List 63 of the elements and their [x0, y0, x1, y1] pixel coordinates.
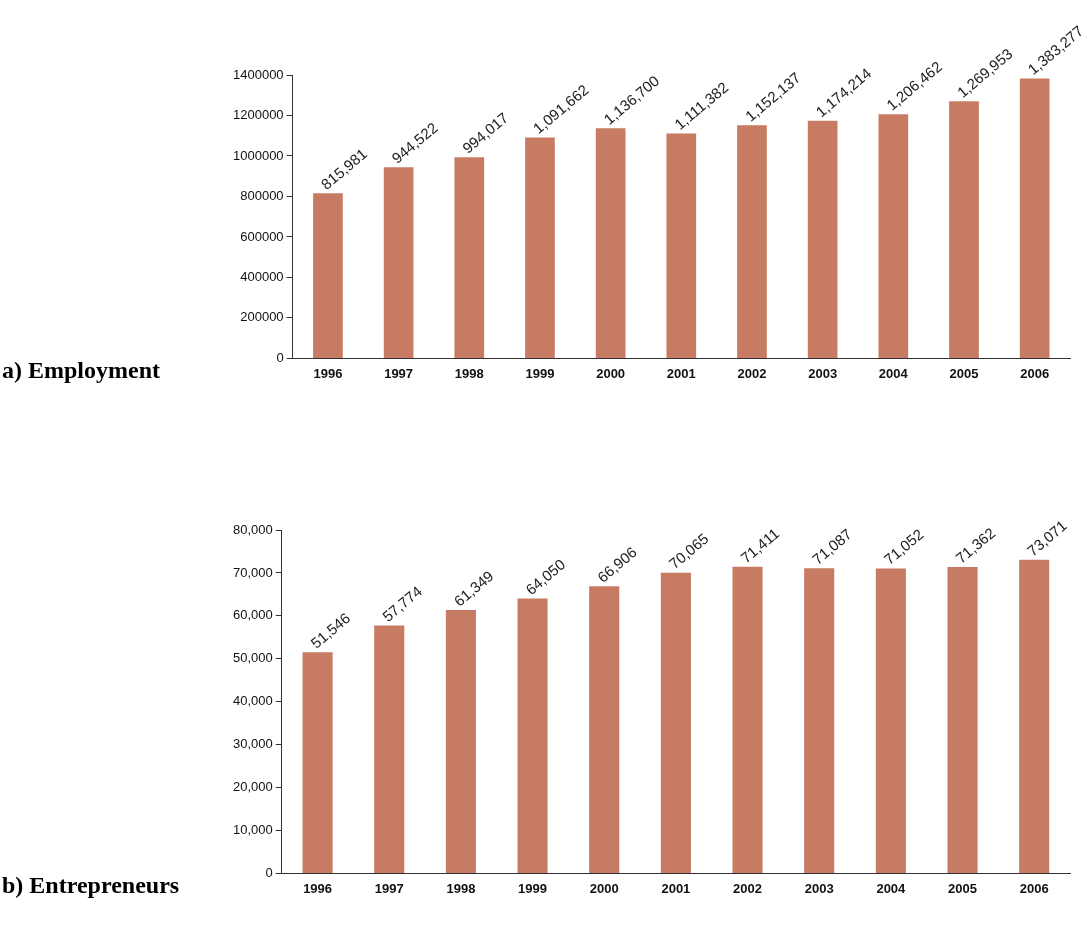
bar: [807, 120, 838, 358]
bar: [804, 568, 835, 873]
y-tick-label: 800000: [240, 188, 284, 204]
x-tick-label: 1999: [525, 365, 555, 381]
text: b) Entrepreneurs: [2, 872, 180, 899]
y-tick-label: 1400000: [232, 66, 284, 82]
y-tick-label: 1200000: [232, 107, 284, 123]
bar: [875, 568, 906, 873]
x-tick-label: 2003: [804, 880, 834, 896]
y-tick-label: 60,000: [233, 607, 273, 623]
x-tick-label: 1999: [518, 880, 548, 896]
x-tick-label: 1996: [313, 365, 343, 381]
x-tick-label: 2005: [948, 880, 977, 896]
x-tick-label: 2000: [589, 880, 619, 896]
y-tick-label: 400000: [240, 269, 284, 285]
x-tick-label: 1998: [454, 365, 484, 381]
bar: [660, 572, 691, 873]
x-tick-label: 2006: [1020, 365, 1050, 381]
bar: [383, 167, 414, 358]
bar: [1019, 559, 1050, 873]
x-tick-label: 2001: [666, 365, 696, 381]
bar: [737, 125, 767, 358]
bar: [525, 137, 555, 358]
bar: [1019, 78, 1050, 358]
x-tick-label: 2000: [596, 365, 626, 381]
x-tick-label: 2004: [876, 880, 907, 896]
bar: [595, 128, 626, 358]
y-tick-label: 50,000: [233, 650, 273, 666]
y-tick-label: 70,000: [233, 564, 273, 580]
x-tick-label: 2003: [808, 365, 838, 381]
y-tick-label: 1000000: [232, 147, 284, 163]
y-tick-label: 0: [265, 864, 273, 880]
bar: [313, 193, 343, 358]
bar: [374, 625, 405, 873]
x-tick-label: 2002: [733, 880, 762, 896]
x-tick-label: 1996: [303, 880, 333, 896]
y-tick-label: 80,000: [233, 521, 273, 537]
y-tick-label: 10,000: [233, 822, 273, 838]
bar: [445, 610, 476, 873]
y-tick-label: 0: [276, 349, 284, 365]
x-tick-label: 2006: [1019, 880, 1049, 896]
y-tick-label: 40,000: [233, 693, 273, 709]
bar: [732, 566, 763, 873]
bar: [517, 598, 548, 873]
bar: [878, 114, 909, 358]
x-tick-label: 1997: [384, 365, 414, 381]
bar: [949, 101, 979, 358]
y-tick-label: 30,000: [233, 736, 273, 752]
bar: [302, 652, 333, 873]
bar: [666, 133, 697, 358]
bar: [947, 567, 978, 873]
y-tick-label: 20,000: [233, 779, 273, 795]
y-tick-label: 200000: [240, 309, 284, 325]
x-tick-label: 2005: [949, 365, 979, 381]
x-tick-label: 1997: [374, 880, 404, 896]
x-tick-label: 2004: [878, 365, 909, 381]
x-tick-label: 1998: [446, 880, 476, 896]
y-tick-label: 600000: [240, 228, 284, 244]
x-tick-label: 2002: [737, 365, 767, 381]
text: a) Employment: [2, 357, 160, 384]
bar: [454, 157, 485, 358]
x-tick-label: 2001: [661, 880, 691, 896]
bar: [589, 586, 620, 873]
